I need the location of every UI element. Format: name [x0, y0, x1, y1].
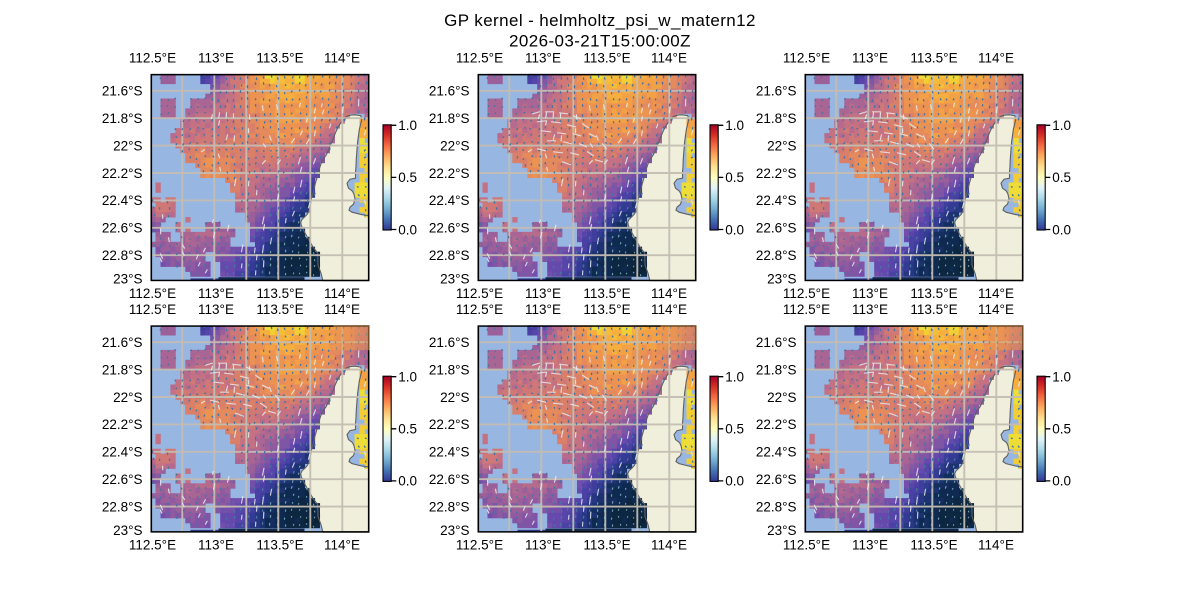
- svg-text:22.6°S: 22.6°S: [429, 221, 470, 236]
- svg-text:21.8°S: 21.8°S: [429, 111, 470, 126]
- svg-text:21.6°S: 21.6°S: [756, 84, 797, 99]
- svg-text:112.5°E: 112.5°E: [456, 51, 503, 66]
- svg-text:113.5°E: 113.5°E: [583, 51, 630, 66]
- svg-text:21.8°S: 21.8°S: [429, 362, 470, 377]
- svg-text:22.4°S: 22.4°S: [102, 445, 143, 460]
- svg-text:112.5°E: 112.5°E: [129, 302, 176, 317]
- svg-text:114°E: 114°E: [324, 302, 360, 317]
- svg-text:113.5°E: 113.5°E: [910, 538, 957, 553]
- svg-text:113°E: 113°E: [852, 538, 888, 553]
- svg-text:23°S: 23°S: [113, 272, 142, 287]
- svg-text:22.6°S: 22.6°S: [102, 221, 143, 236]
- svg-text:114°E: 114°E: [651, 302, 687, 317]
- svg-text:114°E: 114°E: [978, 302, 1014, 317]
- svg-text:114°E: 114°E: [324, 538, 360, 553]
- svg-text:22.8°S: 22.8°S: [756, 499, 797, 514]
- svg-text:113.5°E: 113.5°E: [910, 286, 957, 301]
- svg-text:113°E: 113°E: [198, 286, 234, 301]
- svg-text:22.6°S: 22.6°S: [756, 472, 797, 487]
- svg-text:114°E: 114°E: [651, 286, 687, 301]
- svg-text:22.8°S: 22.8°S: [429, 248, 470, 263]
- svg-text:22.2°S: 22.2°S: [102, 166, 143, 181]
- svg-text:23°S: 23°S: [113, 523, 142, 538]
- svg-text:113.5°E: 113.5°E: [256, 286, 303, 301]
- svg-text:21.6°S: 21.6°S: [102, 335, 143, 350]
- svg-text:112.5°E: 112.5°E: [456, 538, 503, 553]
- svg-text:22.8°S: 22.8°S: [429, 499, 470, 514]
- svg-text:113°E: 113°E: [852, 302, 888, 317]
- svg-text:21.8°S: 21.8°S: [756, 111, 797, 126]
- svg-text:22°S: 22°S: [440, 138, 469, 153]
- svg-text:113.5°E: 113.5°E: [583, 302, 630, 317]
- svg-text:21.8°S: 21.8°S: [102, 362, 143, 377]
- svg-text:113.5°E: 113.5°E: [256, 51, 303, 66]
- svg-text:113°E: 113°E: [525, 302, 561, 317]
- svg-text:113.5°E: 113.5°E: [256, 538, 303, 553]
- svg-text:23°S: 23°S: [440, 523, 469, 538]
- svg-text:114°E: 114°E: [651, 51, 687, 66]
- svg-text:22.6°S: 22.6°S: [102, 472, 143, 487]
- svg-text:22.4°S: 22.4°S: [429, 445, 470, 460]
- svg-text:112.5°E: 112.5°E: [783, 286, 830, 301]
- svg-text:112.5°E: 112.5°E: [783, 302, 830, 317]
- svg-text:112.5°E: 112.5°E: [456, 286, 503, 301]
- svg-text:113.5°E: 113.5°E: [256, 302, 303, 317]
- svg-text:22.4°S: 22.4°S: [429, 193, 470, 208]
- svg-text:23°S: 23°S: [767, 523, 796, 538]
- svg-text:22°S: 22°S: [113, 138, 142, 153]
- svg-text:21.6°S: 21.6°S: [429, 84, 470, 99]
- svg-text:22°S: 22°S: [440, 390, 469, 405]
- svg-text:22.8°S: 22.8°S: [102, 248, 143, 263]
- svg-text:22.2°S: 22.2°S: [429, 417, 470, 432]
- svg-text:21.8°S: 21.8°S: [756, 362, 797, 377]
- svg-text:112.5°E: 112.5°E: [129, 538, 176, 553]
- svg-text:114°E: 114°E: [978, 51, 1014, 66]
- svg-text:21.8°S: 21.8°S: [102, 111, 143, 126]
- svg-text:114°E: 114°E: [324, 51, 360, 66]
- svg-text:114°E: 114°E: [978, 286, 1014, 301]
- svg-text:22°S: 22°S: [767, 138, 796, 153]
- svg-text:22.8°S: 22.8°S: [102, 499, 143, 514]
- svg-text:113°E: 113°E: [198, 51, 234, 66]
- svg-text:22.2°S: 22.2°S: [102, 417, 143, 432]
- svg-text:22°S: 22°S: [113, 390, 142, 405]
- svg-text:22.2°S: 22.2°S: [756, 417, 797, 432]
- svg-text:112.5°E: 112.5°E: [129, 286, 176, 301]
- svg-text:113°E: 113°E: [525, 286, 561, 301]
- svg-text:113°E: 113°E: [198, 538, 234, 553]
- svg-text:113°E: 113°E: [525, 538, 561, 553]
- svg-text:113.5°E: 113.5°E: [910, 302, 957, 317]
- svg-text:113.5°E: 113.5°E: [583, 538, 630, 553]
- svg-text:113.5°E: 113.5°E: [583, 286, 630, 301]
- svg-text:112.5°E: 112.5°E: [783, 51, 830, 66]
- svg-text:GP kernel - helmholtz_psi_w_ma: GP kernel - helmholtz_psi_w_matern12: [444, 11, 756, 30]
- svg-text:114°E: 114°E: [978, 538, 1014, 553]
- svg-text:22.4°S: 22.4°S: [756, 445, 797, 460]
- svg-text:22.2°S: 22.2°S: [429, 166, 470, 181]
- svg-text:21.6°S: 21.6°S: [102, 84, 143, 99]
- svg-text:113°E: 113°E: [852, 51, 888, 66]
- svg-text:112.5°E: 112.5°E: [783, 538, 830, 553]
- svg-text:114°E: 114°E: [324, 286, 360, 301]
- svg-text:22.2°S: 22.2°S: [756, 166, 797, 181]
- svg-text:113.5°E: 113.5°E: [910, 51, 957, 66]
- svg-text:2026-03-21T15:00:00Z: 2026-03-21T15:00:00Z: [509, 32, 691, 51]
- svg-text:22.8°S: 22.8°S: [756, 248, 797, 263]
- svg-text:113°E: 113°E: [852, 286, 888, 301]
- svg-text:22°S: 22°S: [767, 390, 796, 405]
- svg-text:22.4°S: 22.4°S: [756, 193, 797, 208]
- svg-text:113°E: 113°E: [525, 51, 561, 66]
- svg-text:112.5°E: 112.5°E: [129, 51, 176, 66]
- svg-text:114°E: 114°E: [651, 538, 687, 553]
- svg-text:23°S: 23°S: [767, 272, 796, 287]
- svg-text:21.6°S: 21.6°S: [429, 335, 470, 350]
- svg-text:112.5°E: 112.5°E: [456, 302, 503, 317]
- svg-text:113°E: 113°E: [198, 302, 234, 317]
- svg-text:22.6°S: 22.6°S: [429, 472, 470, 487]
- svg-text:22.6°S: 22.6°S: [756, 221, 797, 236]
- svg-text:22.4°S: 22.4°S: [102, 193, 143, 208]
- svg-text:23°S: 23°S: [440, 272, 469, 287]
- svg-text:21.6°S: 21.6°S: [756, 335, 797, 350]
